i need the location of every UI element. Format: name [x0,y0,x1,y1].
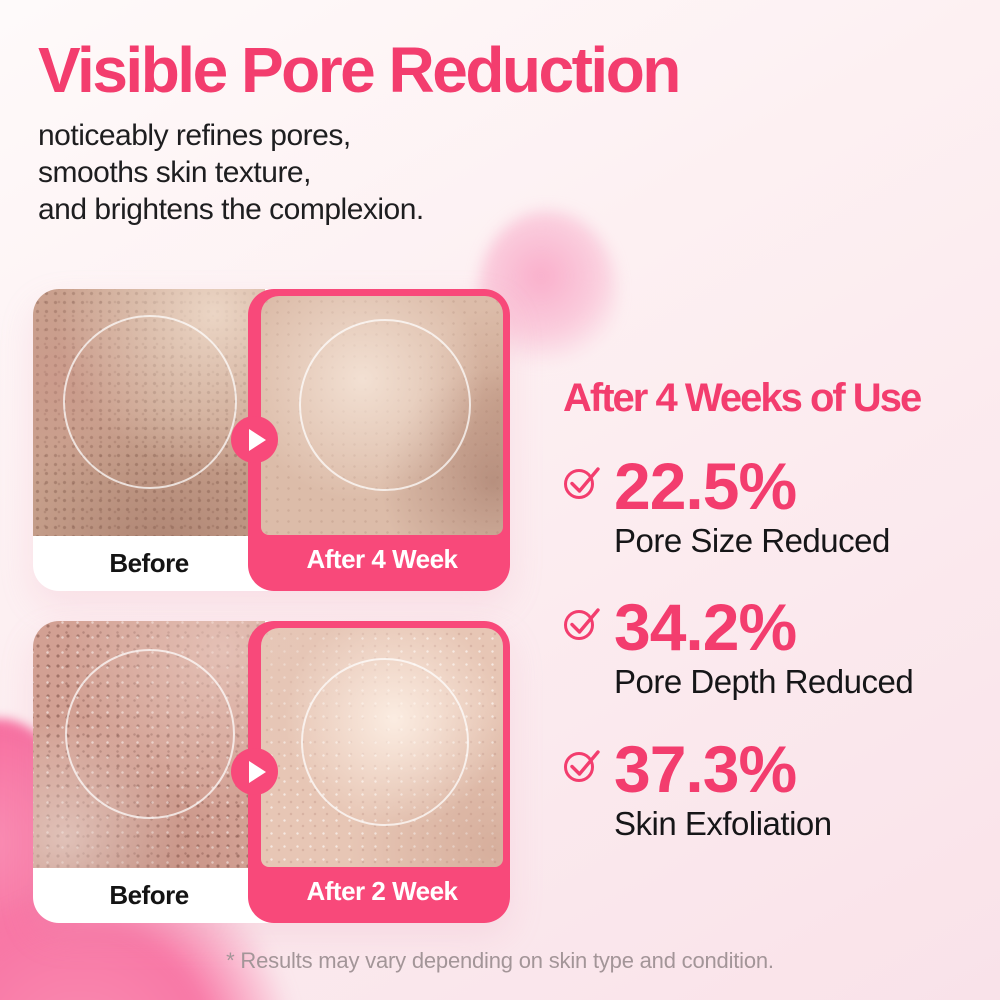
results-heading: After 4 Weeks of Use [563,376,922,420]
before-photo [33,289,265,536]
after-photo-frame: After 2 Week [248,621,510,923]
header: Visible Pore Reduction noticeably refine… [38,38,798,229]
play-icon [248,760,266,783]
stat-pore-size: 22.5% Pore Size Reduced [563,449,890,560]
subtitle-line: noticeably refines pores, [38,119,351,152]
stat-label: Pore Depth Reduced [614,662,914,700]
check-circle-icon [564,467,600,499]
after-photo-frame: After 4 Week [248,289,510,591]
focus-circle [299,319,471,491]
after-photo [261,628,503,867]
stat-label: Pore Size Reduced [614,521,890,559]
footer: * Results may vary depending on skin typ… [0,948,1000,974]
stat-value: 22.5% [614,449,797,523]
after-label: After 2 Week [306,876,458,906]
page-subtitle: noticeably refines pores, smooths skin t… [38,118,798,229]
check-circle-icon [564,750,600,782]
stat-label: Skin Exfoliation [614,804,832,842]
play-icon [248,428,266,451]
play-button[interactable] [231,416,278,463]
focus-circle [301,658,469,826]
check-circle-icon [564,608,600,640]
subtitle-line: and brightens the complexion. [38,192,424,226]
before-label: Before [109,880,189,910]
stat-pore-depth: 34.2% Pore Depth Reduced [563,590,914,701]
page-title: Visible Pore Reduction [38,34,681,106]
stat-value: 34.2% [614,590,797,664]
results-panel: After 4 Weeks of Use 22.5% Pore Size Red… [563,376,983,842]
disclaimer: * Results may vary depending on skin typ… [226,948,774,973]
play-button[interactable] [231,748,278,795]
before-label: Before [109,548,189,578]
after-label: After 4 Week [306,544,458,574]
focus-circle [65,649,235,819]
stat-value: 37.3% [614,732,797,806]
stat-skin-exfoliation: 37.3% Skin Exfoliation [563,732,832,843]
after-photo [261,296,503,535]
focus-circle [63,315,237,489]
comparison-card-4-week: Before After 4 Week [33,289,510,591]
subtitle-line: smooths skin texture, [38,155,311,189]
before-photo [33,621,265,868]
comparison-card-2-week: Before After 2 Week [33,621,510,923]
